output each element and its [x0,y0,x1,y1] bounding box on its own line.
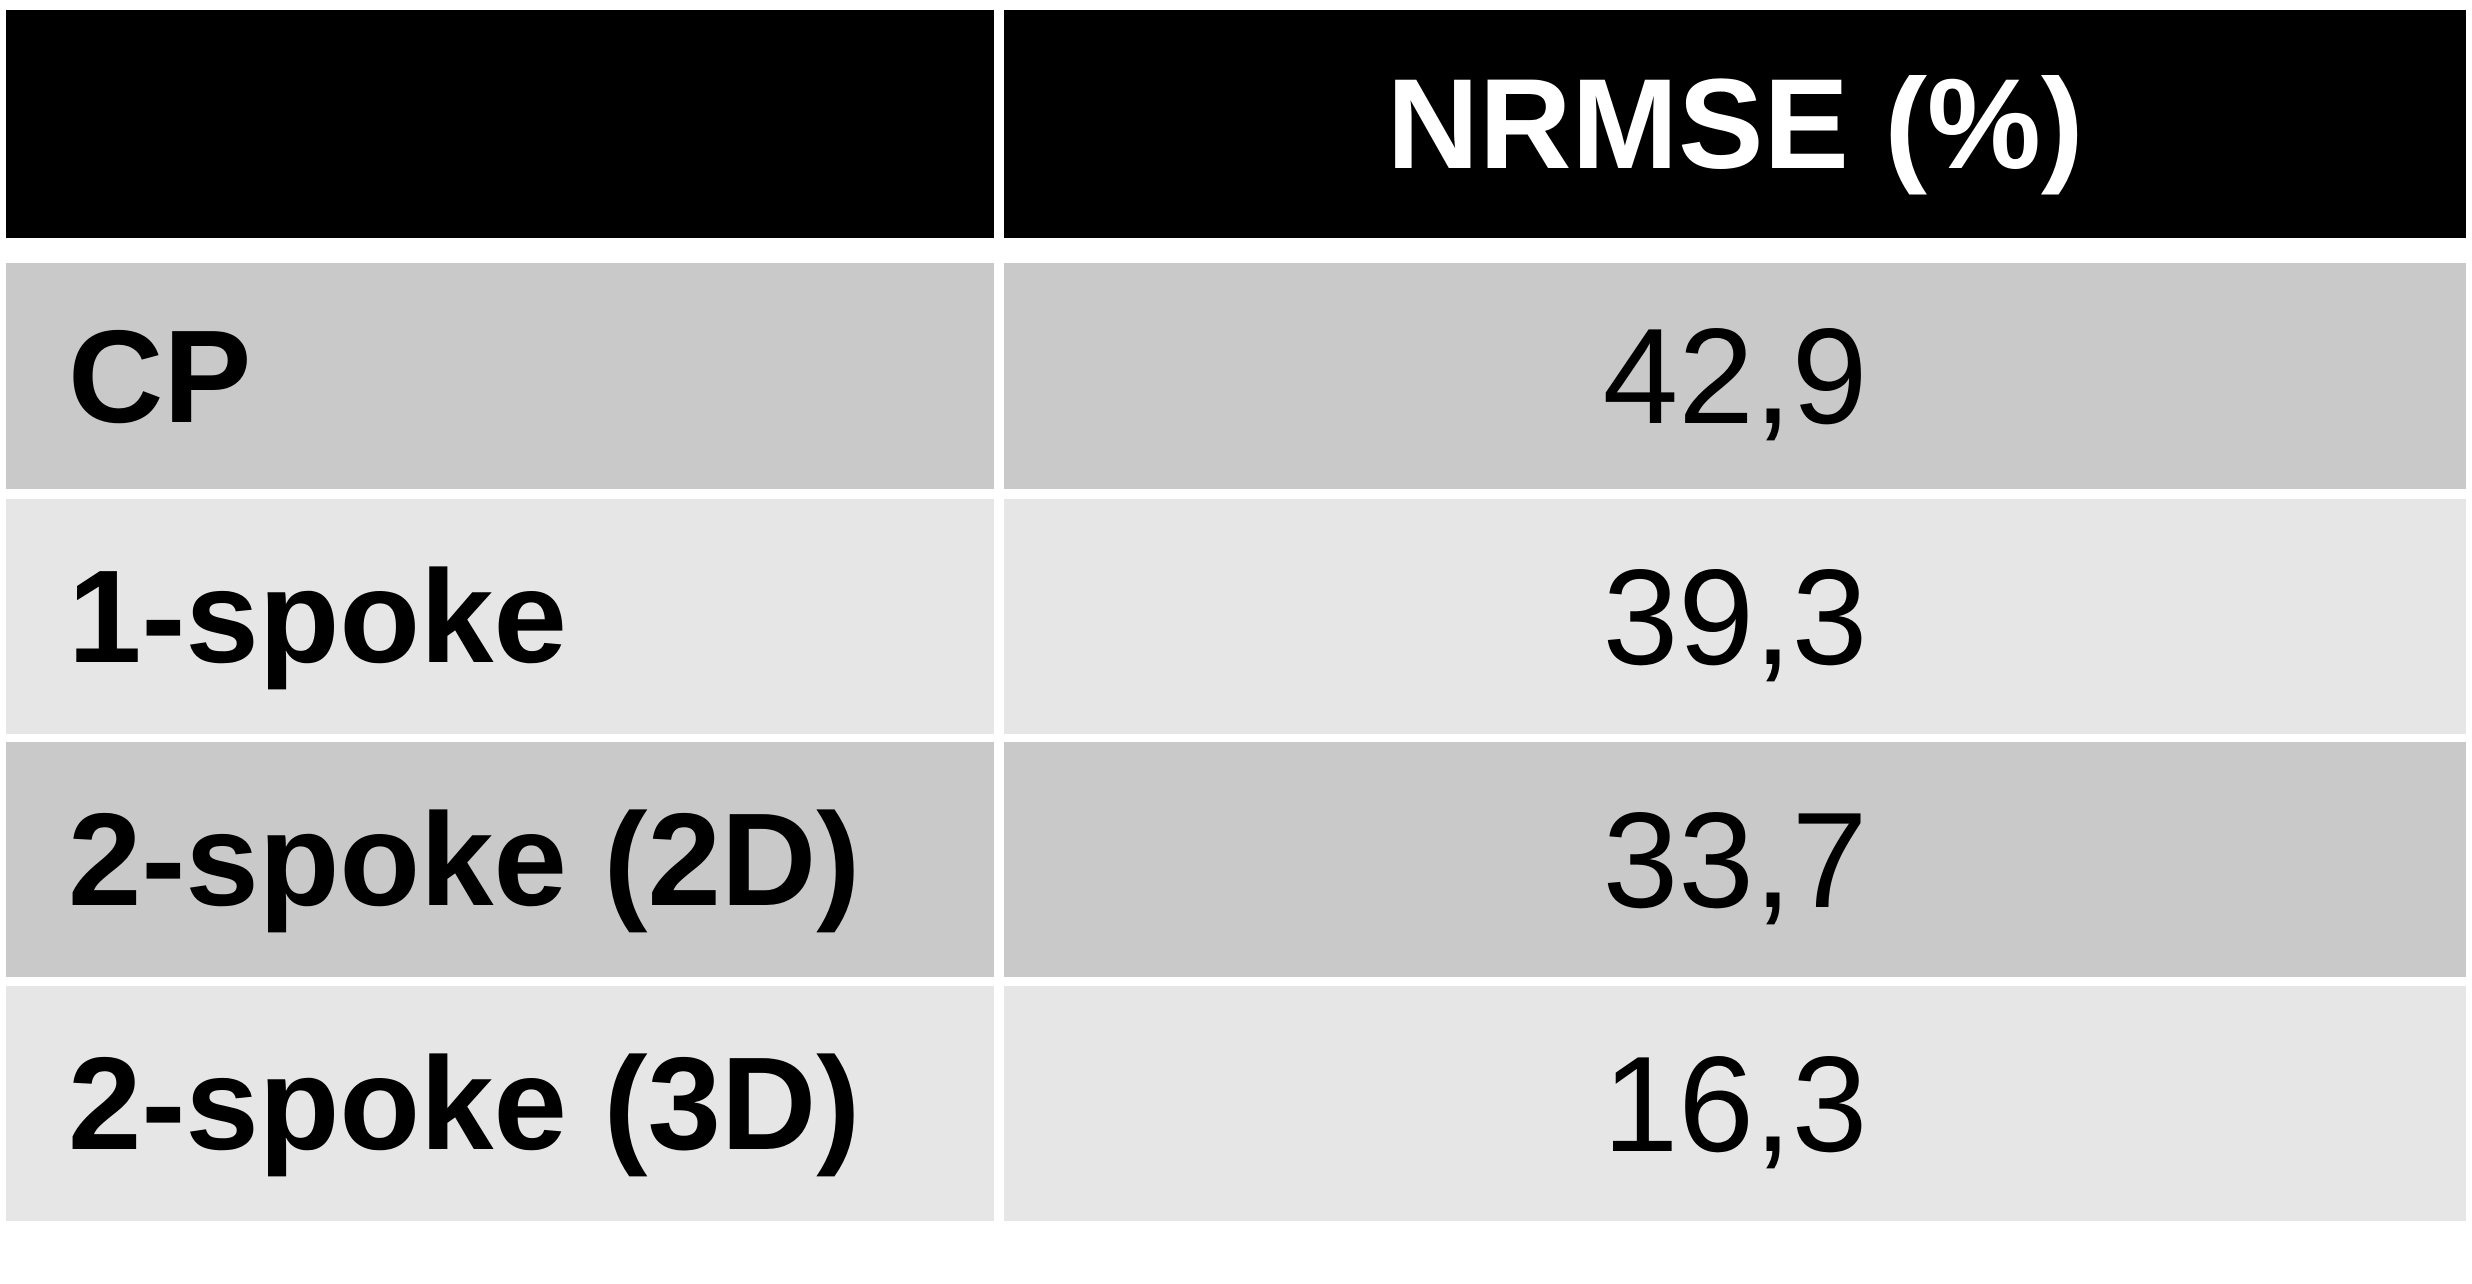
row-value: 42,9 [1004,263,2466,489]
row-label: 2-spoke (2D) [6,742,994,977]
row-label: 1-spoke [6,499,994,734]
header-blank [6,10,994,238]
row-value: 33,7 [1004,742,2466,977]
row-label: CP [6,263,994,489]
row-label: 2-spoke (3D) [6,986,994,1221]
row-value: 16,3 [1004,986,2466,1221]
row-value: 39,3 [1004,499,2466,734]
header-cell: NRMSE (%) [1004,10,2466,238]
